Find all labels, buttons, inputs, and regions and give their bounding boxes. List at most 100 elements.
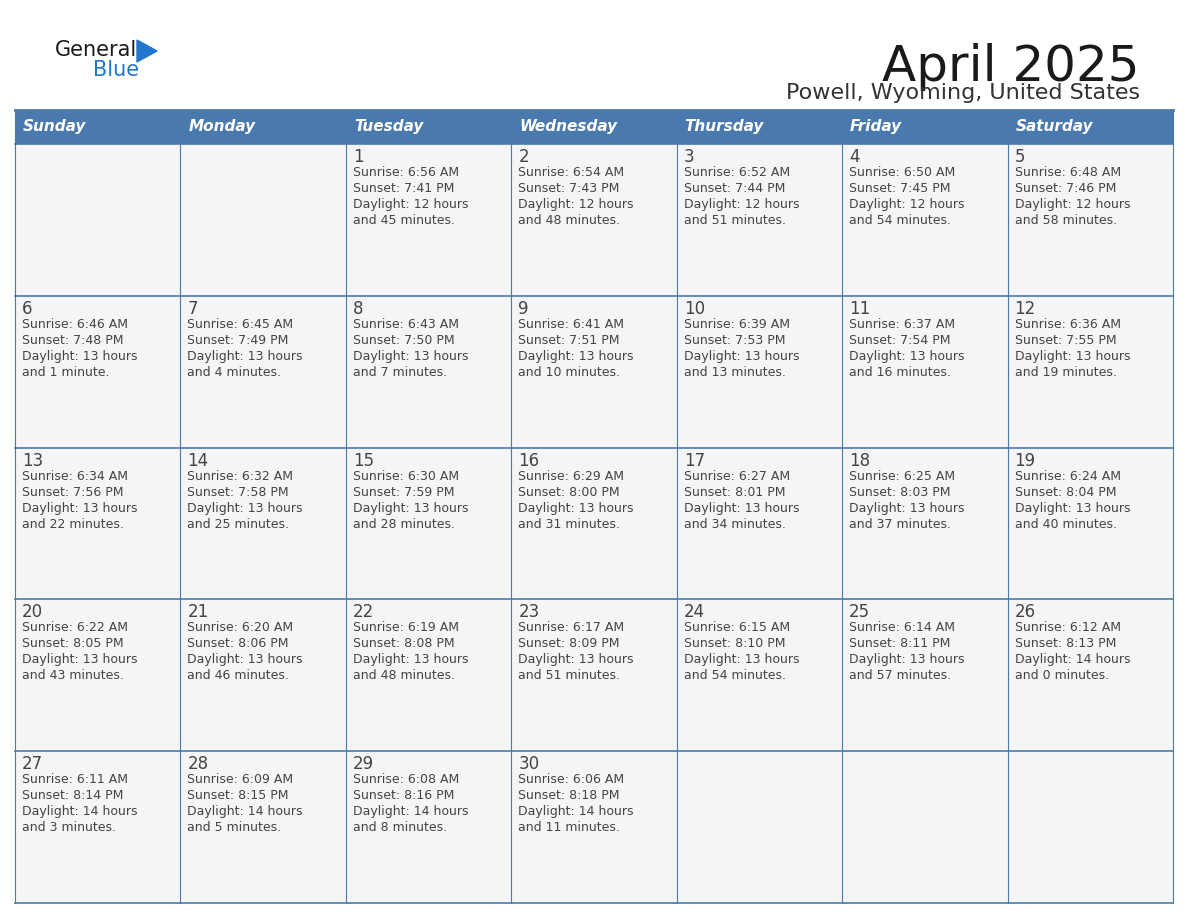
Text: Daylight: 13 hours: Daylight: 13 hours <box>518 654 633 666</box>
Text: Thursday: Thursday <box>684 119 764 135</box>
Text: Sunrise: 6:20 AM: Sunrise: 6:20 AM <box>188 621 293 634</box>
Text: 20: 20 <box>23 603 43 621</box>
Text: 15: 15 <box>353 452 374 470</box>
Text: 4: 4 <box>849 148 860 166</box>
Text: Sunday: Sunday <box>23 119 87 135</box>
Text: Sunrise: 6:19 AM: Sunrise: 6:19 AM <box>353 621 459 634</box>
Bar <box>15 296 1173 448</box>
Text: Daylight: 13 hours: Daylight: 13 hours <box>849 501 965 515</box>
Text: 14: 14 <box>188 452 209 470</box>
Text: Daylight: 13 hours: Daylight: 13 hours <box>23 501 138 515</box>
Text: 2: 2 <box>518 148 529 166</box>
Text: Daylight: 14 hours: Daylight: 14 hours <box>518 805 633 818</box>
Text: and 19 minutes.: and 19 minutes. <box>1015 365 1117 379</box>
Bar <box>1007 110 1173 144</box>
Text: Sunrise: 6:56 AM: Sunrise: 6:56 AM <box>353 166 459 179</box>
Bar <box>181 110 346 144</box>
Bar <box>842 110 1007 144</box>
Text: Sunset: 8:08 PM: Sunset: 8:08 PM <box>353 637 455 650</box>
Text: 10: 10 <box>684 300 704 318</box>
Text: Daylight: 14 hours: Daylight: 14 hours <box>1015 654 1130 666</box>
Text: Sunrise: 6:37 AM: Sunrise: 6:37 AM <box>849 318 955 330</box>
Text: Daylight: 12 hours: Daylight: 12 hours <box>518 198 633 211</box>
Text: 17: 17 <box>684 452 704 470</box>
Text: Sunset: 8:05 PM: Sunset: 8:05 PM <box>23 637 124 650</box>
Text: Sunrise: 6:54 AM: Sunrise: 6:54 AM <box>518 166 625 179</box>
Text: and 16 minutes.: and 16 minutes. <box>849 365 952 379</box>
Text: Daylight: 13 hours: Daylight: 13 hours <box>684 501 800 515</box>
Text: and 48 minutes.: and 48 minutes. <box>353 669 455 682</box>
Text: Sunset: 7:59 PM: Sunset: 7:59 PM <box>353 486 454 498</box>
Text: and 13 minutes.: and 13 minutes. <box>684 365 785 379</box>
Text: April 2025: April 2025 <box>883 43 1140 91</box>
Text: Sunrise: 6:52 AM: Sunrise: 6:52 AM <box>684 166 790 179</box>
Text: and 8 minutes.: and 8 minutes. <box>353 822 447 834</box>
Text: Blue: Blue <box>93 60 139 80</box>
Text: 1: 1 <box>353 148 364 166</box>
Text: 21: 21 <box>188 603 209 621</box>
Text: Sunrise: 6:09 AM: Sunrise: 6:09 AM <box>188 773 293 786</box>
Text: Sunrise: 6:36 AM: Sunrise: 6:36 AM <box>1015 318 1120 330</box>
Text: Powell, Wyoming, United States: Powell, Wyoming, United States <box>786 83 1140 103</box>
Text: and 10 minutes.: and 10 minutes. <box>518 365 620 379</box>
Bar <box>15 448 1173 599</box>
Text: Sunrise: 6:46 AM: Sunrise: 6:46 AM <box>23 318 128 330</box>
Text: Sunset: 8:00 PM: Sunset: 8:00 PM <box>518 486 620 498</box>
Text: Sunset: 8:18 PM: Sunset: 8:18 PM <box>518 789 620 802</box>
Text: 9: 9 <box>518 300 529 318</box>
Bar <box>15 599 1173 751</box>
Text: Daylight: 13 hours: Daylight: 13 hours <box>353 654 468 666</box>
Text: and 1 minute.: and 1 minute. <box>23 365 109 379</box>
Text: Daylight: 12 hours: Daylight: 12 hours <box>684 198 800 211</box>
Text: Sunset: 7:54 PM: Sunset: 7:54 PM <box>849 334 950 347</box>
Text: 12: 12 <box>1015 300 1036 318</box>
Text: Daylight: 12 hours: Daylight: 12 hours <box>353 198 468 211</box>
Text: 30: 30 <box>518 756 539 773</box>
Text: 26: 26 <box>1015 603 1036 621</box>
Text: and 48 minutes.: and 48 minutes. <box>518 214 620 227</box>
Text: Sunrise: 6:25 AM: Sunrise: 6:25 AM <box>849 470 955 483</box>
Text: 27: 27 <box>23 756 43 773</box>
Text: Sunrise: 6:15 AM: Sunrise: 6:15 AM <box>684 621 790 634</box>
Text: Sunset: 7:45 PM: Sunset: 7:45 PM <box>849 182 950 195</box>
Text: Daylight: 13 hours: Daylight: 13 hours <box>188 501 303 515</box>
Text: Daylight: 14 hours: Daylight: 14 hours <box>188 805 303 818</box>
Text: Sunrise: 6:45 AM: Sunrise: 6:45 AM <box>188 318 293 330</box>
Text: Sunrise: 6:06 AM: Sunrise: 6:06 AM <box>518 773 625 786</box>
Bar <box>511 110 677 144</box>
Text: Sunset: 7:41 PM: Sunset: 7:41 PM <box>353 182 454 195</box>
Text: Daylight: 13 hours: Daylight: 13 hours <box>684 654 800 666</box>
Text: 7: 7 <box>188 300 198 318</box>
Text: Daylight: 13 hours: Daylight: 13 hours <box>518 501 633 515</box>
Text: Wednesday: Wednesday <box>519 119 618 135</box>
Text: Sunset: 7:50 PM: Sunset: 7:50 PM <box>353 334 455 347</box>
Text: and 4 minutes.: and 4 minutes. <box>188 365 282 379</box>
Text: Daylight: 13 hours: Daylight: 13 hours <box>1015 350 1130 363</box>
Text: Sunrise: 6:12 AM: Sunrise: 6:12 AM <box>1015 621 1120 634</box>
Text: Sunrise: 6:32 AM: Sunrise: 6:32 AM <box>188 470 293 483</box>
Text: Sunrise: 6:30 AM: Sunrise: 6:30 AM <box>353 470 459 483</box>
Text: Sunset: 8:03 PM: Sunset: 8:03 PM <box>849 486 950 498</box>
Bar <box>15 751 1173 903</box>
Text: 22: 22 <box>353 603 374 621</box>
Text: Sunrise: 6:34 AM: Sunrise: 6:34 AM <box>23 470 128 483</box>
Text: and 57 minutes.: and 57 minutes. <box>849 669 952 682</box>
Text: Friday: Friday <box>851 119 902 135</box>
Text: Sunrise: 6:08 AM: Sunrise: 6:08 AM <box>353 773 459 786</box>
Text: 25: 25 <box>849 603 871 621</box>
Text: 16: 16 <box>518 452 539 470</box>
Text: Tuesday: Tuesday <box>354 119 423 135</box>
Text: Sunset: 7:51 PM: Sunset: 7:51 PM <box>518 334 620 347</box>
Text: Sunrise: 6:50 AM: Sunrise: 6:50 AM <box>849 166 955 179</box>
Text: 8: 8 <box>353 300 364 318</box>
Text: and 46 minutes.: and 46 minutes. <box>188 669 290 682</box>
Text: Daylight: 13 hours: Daylight: 13 hours <box>849 350 965 363</box>
Text: and 34 minutes.: and 34 minutes. <box>684 518 785 531</box>
Text: Sunset: 7:55 PM: Sunset: 7:55 PM <box>1015 334 1117 347</box>
Text: and 3 minutes.: and 3 minutes. <box>23 822 116 834</box>
Text: Sunset: 8:09 PM: Sunset: 8:09 PM <box>518 637 620 650</box>
Text: Sunrise: 6:39 AM: Sunrise: 6:39 AM <box>684 318 790 330</box>
Text: and 54 minutes.: and 54 minutes. <box>849 214 952 227</box>
Bar <box>346 110 511 144</box>
Text: Sunrise: 6:24 AM: Sunrise: 6:24 AM <box>1015 470 1120 483</box>
